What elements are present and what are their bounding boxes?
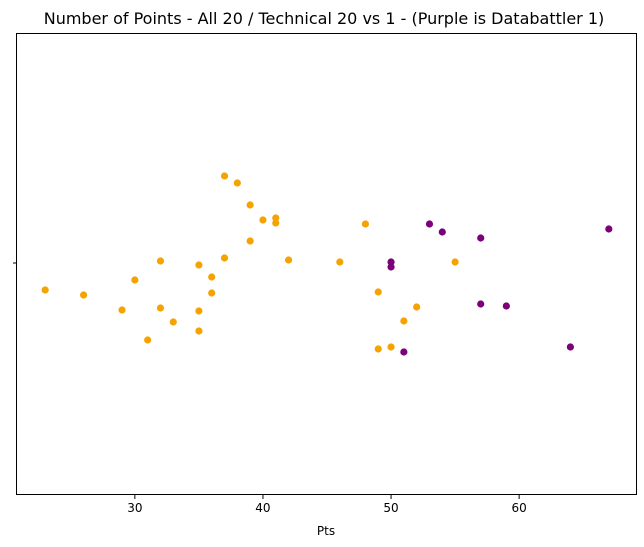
data-point (233, 179, 241, 187)
data-point (387, 343, 395, 351)
data-point (80, 291, 88, 299)
data-point (400, 317, 408, 325)
data-point (336, 258, 344, 266)
data-point (374, 345, 382, 353)
plot-frame (16, 33, 637, 495)
data-point (413, 303, 421, 311)
data-point (284, 256, 293, 264)
data-point (374, 288, 382, 296)
data-point (220, 172, 229, 180)
chart-title: Number of Points - All 20 / Technical 20… (44, 9, 605, 28)
data-point (400, 348, 408, 356)
x-tick-label: 40 (255, 501, 270, 515)
data-point (272, 214, 280, 222)
data-point (118, 306, 126, 314)
data-point (156, 257, 165, 265)
data-point (502, 302, 510, 310)
data-point (195, 307, 203, 315)
points-layer (41, 172, 613, 356)
data-point (451, 258, 459, 266)
data-point (195, 327, 203, 335)
data-point (246, 201, 254, 209)
data-point (208, 273, 216, 281)
data-point (477, 300, 485, 308)
data-point (387, 263, 395, 271)
x-tick-label: 30 (127, 501, 142, 515)
data-point (566, 343, 574, 351)
data-point (208, 289, 216, 297)
x-axis-label: Pts (317, 524, 335, 538)
data-point (169, 318, 177, 326)
x-tick-label: 50 (383, 501, 398, 515)
data-point (438, 228, 446, 236)
data-point (425, 220, 434, 228)
data-point (387, 258, 395, 266)
x-axis: 30 40 50 60 (127, 495, 527, 515)
data-point (41, 286, 49, 294)
data-point (272, 219, 280, 227)
data-point (144, 336, 152, 344)
data-point (156, 304, 165, 312)
data-point (195, 261, 203, 269)
data-point (477, 234, 485, 242)
data-point (131, 276, 139, 284)
data-point (361, 220, 370, 228)
data-point (246, 237, 254, 245)
x-tick-label: 60 (512, 501, 527, 515)
data-point (605, 225, 613, 233)
data-point (259, 216, 267, 224)
data-point (220, 254, 229, 262)
